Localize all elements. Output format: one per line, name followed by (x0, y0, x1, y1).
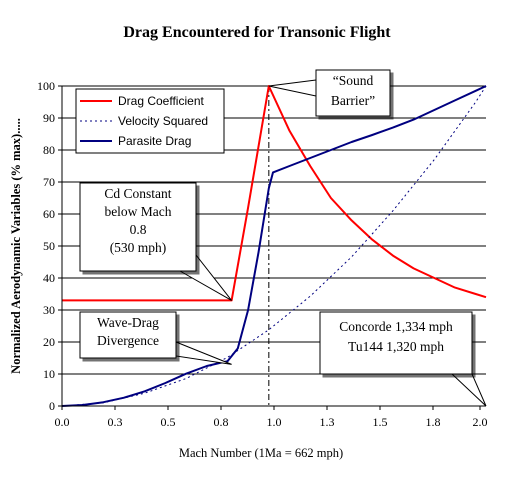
annotation-concorde: Concorde 1,334 mph Tu144 1,320 mph (319, 311, 487, 407)
y-tick-label-10: 10 (43, 367, 55, 381)
x-tick-label-0.8: 0.8 (214, 415, 229, 429)
y-tick-label-70: 70 (43, 175, 55, 189)
annotation-wave-drag: Wave-Drag Divergence (79, 311, 232, 365)
annotation-box-wave-drag (79, 311, 177, 359)
legend: Drag Coefficient Velocity Squared Parasite… (75, 88, 225, 154)
axes (58, 85, 486, 410)
annotation-text-wave-drag-1: Divergence (97, 333, 159, 348)
series-line-drag-coefficient (62, 85, 487, 302)
x-tick-label-1.5: 1.5 (373, 415, 388, 429)
y-tick-label-60: 60 (43, 207, 55, 221)
annotation-sound-barrier: “Sound Barrier” (268, 69, 391, 117)
legend-label-parasite-drag: Parasite Drag (118, 134, 191, 148)
x-axis-label: Mach Number (1Ma = 662 mph) (179, 446, 343, 460)
annotation-box-cd-constant (79, 182, 197, 272)
annotation-text-wave-drag-0: Wave-Drag (97, 315, 159, 330)
annotations: Cd Constant below Mach 0.8 (530 mph) “Sound B… (79, 69, 487, 407)
series-layer (61, 85, 487, 407)
annotation-text-cd-constant-2: 0.8 (130, 222, 147, 237)
y-tick-label-80: 80 (43, 143, 55, 157)
x-tick-label-2.0: 2.0 (473, 415, 488, 429)
legend-label-drag-coefficient: Drag Coefficient (118, 94, 204, 108)
y-axis-label: Normalized Aerodynamic Variables (% max)… (9, 118, 23, 374)
x-tick-label-0.5: 0.5 (161, 415, 176, 429)
chart-title: Drag Encountered for Transonic Flight (123, 24, 391, 41)
y-tick-label-90: 90 (43, 111, 55, 125)
y-tick-label-50: 50 (43, 239, 55, 253)
x-tick-label-1.0: 1.0 (267, 415, 282, 429)
x-tick-label-1.8: 1.8 (426, 415, 441, 429)
annotation-text-concorde-1: Tu144 1,320 mph (348, 339, 444, 354)
y-tick-label-0: 0 (49, 399, 55, 413)
x-tick-label-1.3: 1.3 (320, 415, 335, 429)
annotation-cd-constant: Cd Constant below Mach 0.8 (530 mph) (79, 182, 232, 301)
series-line-parasite-drag (61, 85, 487, 407)
annotation-text-concorde-0: Concorde 1,334 mph (339, 319, 453, 334)
y-tick-label-30: 30 (43, 303, 55, 317)
tick-labels: 0 10 20 30 40 50 60 70 80 90 100 0.0 0.3 0.5 0.8 1.0 1.3… (37, 79, 488, 429)
annotation-text-cd-constant-0: Cd Constant (104, 186, 171, 201)
y-tick-label-40: 40 (43, 271, 55, 285)
y-tick-label-100: 100 (37, 79, 55, 93)
series-line-velocity-squared (61, 85, 487, 407)
x-tick-label-0.3: 0.3 (108, 415, 123, 429)
annotation-text-cd-constant-1: below Mach (104, 204, 171, 219)
annotation-text-sound-barrier-1: Barrier” (331, 93, 375, 108)
x-tick-label-0.0: 0.0 (55, 415, 70, 429)
y-tick-label-20: 20 (43, 335, 55, 349)
legend-label-velocity-squared: Velocity Squared (118, 114, 208, 128)
annotation-box-sound-barrier (315, 69, 391, 117)
annotation-text-cd-constant-3: (530 mph) (110, 240, 167, 255)
annotation-box-concorde (319, 311, 473, 375)
annotation-text-sound-barrier-0: “Sound (333, 73, 374, 88)
